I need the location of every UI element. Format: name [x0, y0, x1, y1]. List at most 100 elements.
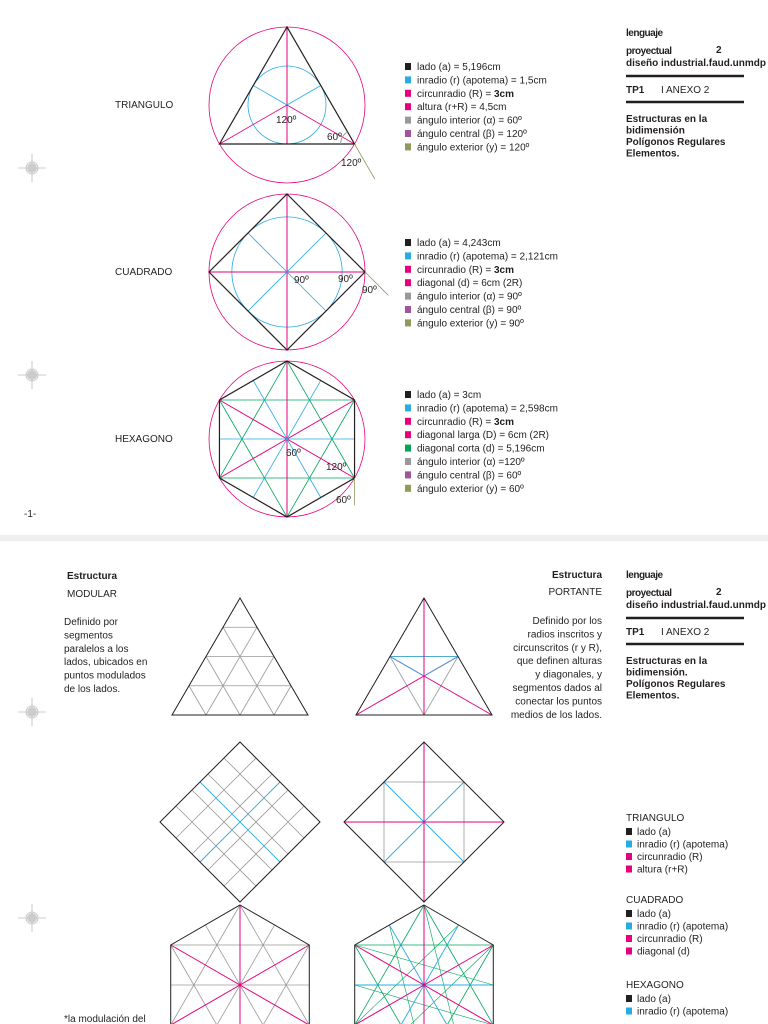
legend-text: ángulo interior (α) =120º — [417, 457, 525, 468]
swatch — [405, 89, 411, 97]
side — [218, 360, 356, 518]
legend-text: circunradio (R) = — [417, 417, 494, 428]
legend-text: circunradio (R) = — [417, 89, 494, 100]
legend-group: TRIANGULO — [626, 813, 685, 824]
module-line — [188, 685, 207, 716]
subtitle: Elementos. — [626, 691, 680, 702]
legend-group: CUADRADO — [626, 895, 683, 906]
legend-item: diagonal (d) — [637, 947, 690, 958]
side — [343, 741, 505, 903]
side — [170, 904, 310, 1024]
side — [354, 904, 494, 1024]
legend-text: lado (a) = 3cm — [417, 390, 481, 401]
swatch — [405, 319, 411, 327]
side — [208, 193, 366, 351]
description: puntos modulados — [64, 671, 146, 682]
legend-item: ángulo exterior (y) = 90º — [417, 318, 524, 329]
legend-item: diagonal (d) = 6cm (2R) — [417, 278, 522, 289]
legend-item: ángulo central (β) = 90º — [417, 305, 522, 316]
legend-item: lado (a) = 5,196cm — [417, 62, 501, 73]
legend-item: circunradio (R) = 3cm — [417, 89, 514, 100]
swatch — [405, 458, 411, 465]
radius — [286, 104, 355, 145]
swatch — [626, 1007, 632, 1015]
angle-label: 60º — [286, 448, 301, 459]
brand: lenguaje — [626, 28, 664, 39]
legend-bold: 3cm — [494, 89, 514, 100]
description: medios de los lados. — [511, 710, 602, 721]
legend-text: ángulo interior (α) = 90º — [417, 292, 522, 303]
kicker: Estructura — [67, 571, 117, 582]
legend-item: lado (a) — [637, 994, 671, 1005]
annex: I ANEXO 2 — [661, 85, 710, 96]
footnote: *la modulación del — [64, 1014, 146, 1024]
swatch — [405, 306, 411, 313]
swatch — [626, 828, 632, 835]
legend-text: inradio (r) (apotema) = 2,121cm — [417, 251, 558, 262]
legend-item: circunradio (R) — [637, 934, 703, 945]
side — [218, 25, 356, 145]
brand-number: 2 — [716, 587, 722, 598]
swatch — [626, 910, 632, 917]
subtitle: bidimensión. — [626, 668, 688, 679]
legend-text: ángulo exterior (y) = 90º — [417, 318, 524, 329]
swatch — [626, 865, 632, 873]
apothem — [252, 380, 322, 498]
legend-text: inradio (r) (apotema) = 2,598cm — [417, 403, 558, 414]
swatch — [626, 995, 632, 1002]
legend-item: lado (a) — [637, 909, 671, 920]
legend-text: diagonal larga (D) = 6cm (2R) — [417, 430, 549, 441]
annex: I ANEXO 2 — [661, 627, 710, 638]
swatch — [626, 935, 632, 942]
angle-label: 120º — [341, 158, 362, 169]
swatch — [405, 265, 411, 273]
module-line — [273, 685, 292, 716]
swatch — [405, 292, 411, 300]
swatch — [405, 130, 411, 137]
legend-text: diagonal (d) = 6cm (2R) — [417, 278, 522, 289]
brand: proyectual — [626, 588, 672, 599]
legend-bold: 3cm — [494, 417, 514, 428]
swatch — [405, 116, 411, 124]
tp: TP1 — [626, 85, 645, 96]
legend-item: circunradio (R) = 3cm — [417, 417, 514, 428]
legend-item: lado (a) — [637, 827, 671, 838]
legend-item: inradio (r) (apotema) — [637, 1007, 728, 1018]
legend-text: ángulo exterior (y) = 120º — [417, 142, 530, 153]
legend-text: lado (a) = 5,196cm — [417, 62, 501, 73]
description: de los lados. — [64, 684, 120, 695]
long-diagonal — [170, 944, 309, 1024]
angle-label: 120º — [326, 462, 347, 473]
long-diagonal — [354, 944, 493, 1024]
side — [171, 597, 309, 716]
tp: TP1 — [626, 627, 645, 638]
side — [159, 741, 321, 903]
description: circunscritos (r y R), — [513, 643, 602, 654]
extension — [354, 143, 376, 180]
description: segmentos dados al — [512, 683, 602, 694]
brand: proyectual — [626, 46, 672, 57]
subtitle: Polígonos Regulares — [626, 137, 726, 148]
page-number: -1- — [24, 509, 36, 520]
swatch — [626, 947, 632, 955]
swatch — [405, 431, 411, 439]
registration-mark — [27, 913, 37, 923]
legend-item: lado (a) = 3cm — [417, 390, 481, 401]
legend-item: inradio (r) (apotema) — [637, 922, 728, 933]
legend-item: ángulo central (β) = 120º — [417, 129, 527, 140]
description: segmentos — [64, 630, 113, 641]
section-title: PORTANTE — [548, 587, 602, 598]
subtitle: bidimensión — [626, 126, 685, 137]
swatch — [405, 143, 411, 151]
legend-item: inradio (r) (apotema) = 1,5cm — [417, 75, 547, 86]
angle-arc — [340, 131, 348, 145]
description: paralelos a los — [64, 644, 128, 655]
school: diseño industrial.faud.unmdp — [626, 58, 766, 69]
registration-mark — [27, 707, 37, 717]
legend-item: circunradio (R) = 3cm — [417, 265, 514, 276]
swatch — [405, 103, 411, 111]
legend-item: inradio (r) (apotema) = 2,598cm — [417, 403, 558, 414]
swatch — [405, 404, 411, 412]
swatch — [405, 279, 411, 287]
legend-item: ángulo central (β) = 60º — [417, 470, 522, 481]
